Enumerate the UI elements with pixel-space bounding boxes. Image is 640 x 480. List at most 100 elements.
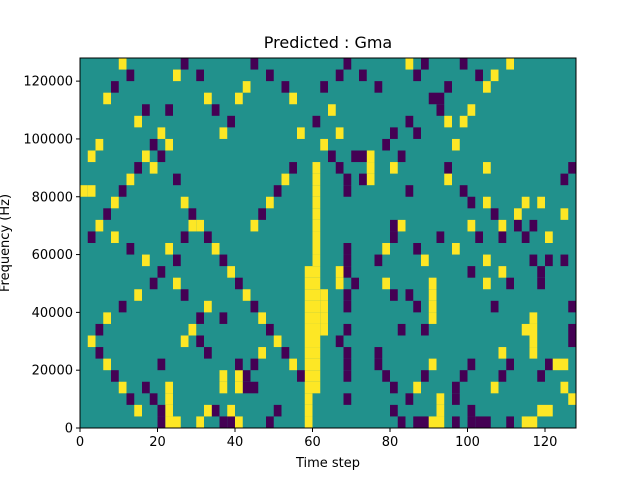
- heatmap-cell: [157, 266, 166, 278]
- heatmap-cell: [343, 266, 352, 278]
- heatmap-cell: [304, 347, 313, 359]
- heatmap-cell: [382, 370, 390, 382]
- heatmap-cell: [343, 370, 352, 382]
- heatmap-cell: [390, 381, 398, 394]
- heatmap-cell: [529, 347, 538, 359]
- y-tick-label: 100000: [23, 132, 73, 147]
- heatmap-cell: [304, 381, 313, 394]
- heatmap-cell: [521, 323, 530, 336]
- heatmap-cell: [250, 381, 259, 394]
- heatmap-cell: [444, 115, 452, 128]
- heatmap-cell: [312, 185, 321, 197]
- heatmap-cell: [359, 173, 367, 186]
- heatmap-cell: [335, 127, 344, 139]
- heatmap-cell: [467, 104, 476, 116]
- heatmap-cell: [421, 323, 429, 336]
- heatmap-cell: [475, 416, 483, 428]
- heatmap-cell: [436, 92, 445, 105]
- heatmap-cell: [266, 323, 274, 336]
- heatmap-cell: [397, 323, 406, 336]
- heatmap-cell: [560, 358, 569, 371]
- heatmap-cell: [436, 393, 445, 405]
- heatmap-cell: [444, 173, 452, 186]
- heatmap-cell: [173, 416, 181, 428]
- heatmap-cell: [405, 185, 414, 197]
- heatmap-cell: [134, 162, 142, 174]
- heatmap-cell: [390, 404, 398, 417]
- y-tick-label: 120000: [23, 75, 73, 90]
- heatmap-cell: [452, 393, 460, 405]
- heatmap-cell: [467, 404, 476, 417]
- plot-area: [79, 57, 577, 429]
- heatmap-cell: [211, 104, 220, 116]
- heatmap-cell: [483, 162, 491, 174]
- heatmap-cell: [483, 416, 491, 428]
- heatmap-cell: [281, 347, 290, 359]
- heatmap-cell: [343, 58, 352, 70]
- heatmap-cell: [157, 358, 166, 371]
- heatmap-cell: [490, 208, 499, 220]
- heatmap-cell: [552, 358, 561, 371]
- heatmap-cell: [95, 219, 104, 232]
- heatmap-cell: [312, 300, 321, 313]
- heatmap-cell: [235, 358, 243, 371]
- heatmap-cell: [312, 277, 321, 290]
- heatmap-cell: [87, 335, 96, 348]
- heatmap-cell: [312, 243, 321, 255]
- heatmap-cell: [312, 115, 321, 128]
- heatmap-cell: [165, 138, 173, 151]
- heatmap-cell: [374, 81, 383, 93]
- heatmap-cell: [366, 150, 375, 163]
- heatmap-cell: [227, 404, 235, 417]
- y-axis-label: Frequency (Hz): [0, 194, 13, 292]
- heatmap-cell: [118, 381, 127, 394]
- heatmap-cell: [405, 393, 414, 405]
- heatmap-cell: [428, 312, 437, 324]
- heatmap-cell: [281, 173, 290, 186]
- heatmap-cell: [235, 416, 243, 428]
- heatmap-cell: [428, 277, 437, 290]
- heatmap-cell: [312, 347, 321, 359]
- heatmap-cell: [335, 266, 344, 278]
- heatmap-cell: [529, 323, 538, 336]
- heatmap-cell: [421, 416, 429, 428]
- heatmap-cell: [126, 69, 135, 82]
- heatmap-cell: [413, 69, 421, 82]
- heatmap-cell: [289, 92, 297, 105]
- heatmap-cell: [111, 81, 119, 93]
- cells-layer: [80, 58, 576, 428]
- heatmap-cell: [490, 69, 499, 82]
- heatmap-cell: [421, 58, 429, 70]
- heatmap-cell: [204, 92, 212, 105]
- heatmap-cell: [374, 358, 383, 371]
- heatmap-cell: [351, 277, 359, 290]
- heatmap-cell: [304, 370, 313, 382]
- heatmap-cell: [312, 358, 321, 371]
- heatmap-cell: [312, 219, 321, 232]
- heatmap-cell: [545, 404, 553, 417]
- heatmap-cell: [537, 277, 545, 290]
- heatmap-cell: [126, 393, 135, 405]
- heatmap-cell: [475, 231, 483, 243]
- heatmap-cell: [521, 196, 530, 209]
- heatmap-cell: [320, 300, 328, 313]
- heatmap-cell: [219, 127, 228, 139]
- heatmap-cell: [320, 81, 328, 93]
- heatmap-cell: [235, 92, 243, 105]
- heatmap-cell: [312, 335, 321, 348]
- heatmap-cell: [529, 219, 538, 232]
- heatmap-cell: [312, 254, 321, 267]
- heatmap-cell: [444, 162, 452, 174]
- heatmap-cell: [506, 277, 514, 290]
- heatmap-cell: [568, 162, 576, 174]
- heatmap-cell: [366, 162, 375, 174]
- heatmap-cell: [413, 416, 421, 428]
- heatmap-cell: [506, 358, 514, 371]
- heatmap-cell: [413, 127, 421, 139]
- heatmap-cell: [188, 323, 197, 336]
- heatmap-cell: [165, 416, 173, 428]
- heatmap-cell: [204, 404, 212, 417]
- heatmap-cell: [467, 416, 476, 428]
- heatmap-cell: [87, 185, 96, 197]
- heatmap-cell: [219, 370, 228, 382]
